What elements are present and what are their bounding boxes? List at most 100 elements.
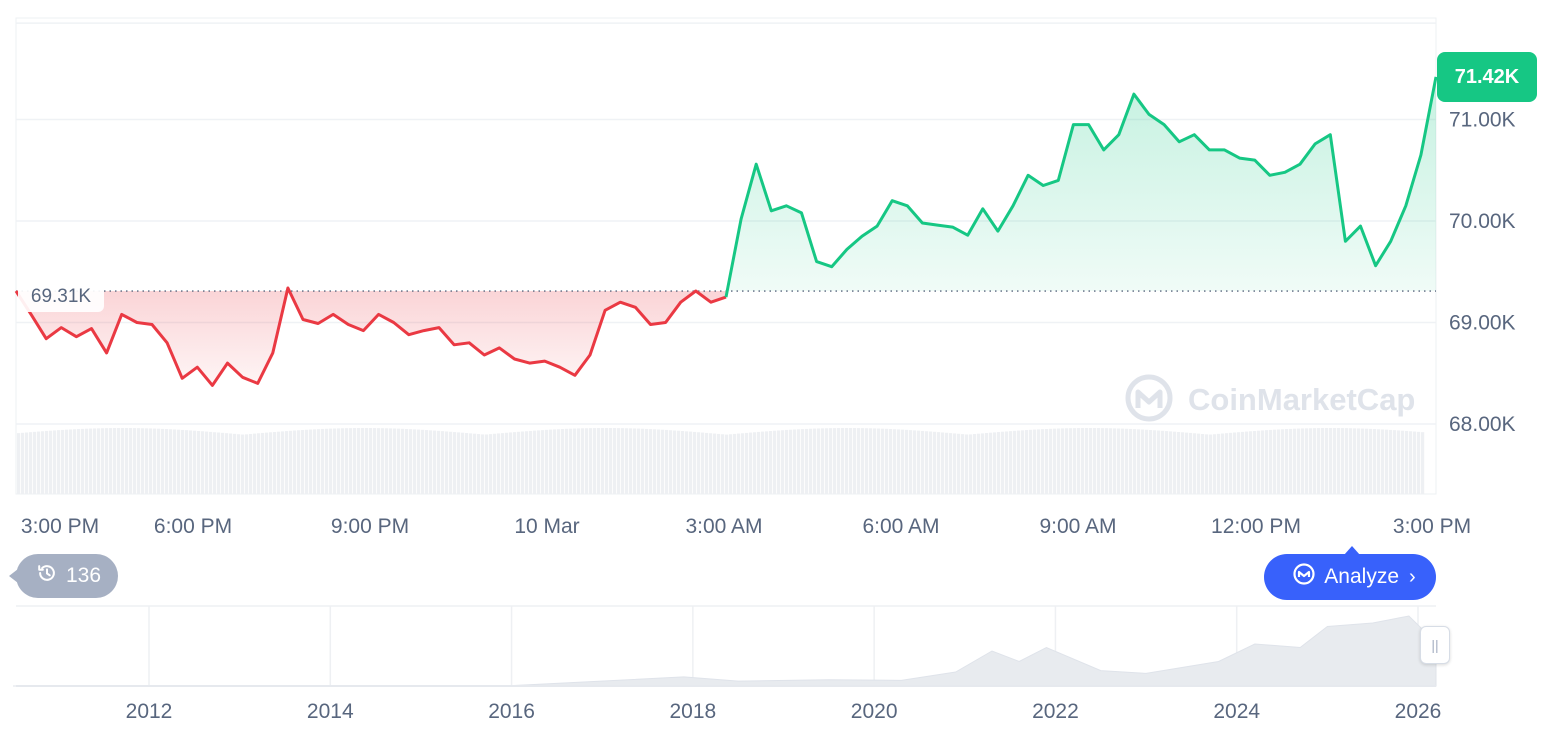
volume-bar (917, 430, 921, 494)
volume-bar (805, 428, 809, 494)
volume-bar (1277, 429, 1281, 494)
volume-bar (569, 428, 573, 494)
volume-bar (1073, 428, 1077, 494)
volume-bar (485, 434, 489, 494)
volume-bar (197, 430, 201, 494)
volume-bar (1109, 428, 1113, 494)
volume-bar (221, 432, 225, 494)
volume-bar (1285, 429, 1289, 494)
volume-bar (905, 429, 909, 494)
volume-bar (913, 430, 917, 494)
volume-bar (857, 428, 861, 494)
volume-bar (637, 428, 641, 494)
volume-bar (1017, 430, 1021, 494)
volume-bar (389, 428, 393, 494)
volume-bar (861, 428, 865, 494)
volume-bar (1077, 428, 1081, 494)
volume-bar (461, 432, 465, 494)
volume-bar (421, 429, 425, 494)
volume-bar (1369, 428, 1373, 494)
volume-bar (813, 428, 817, 494)
volume-bar (1069, 428, 1073, 494)
volume-bar (1121, 428, 1125, 494)
current-price-badge: 71.42K (1437, 52, 1537, 102)
volume-bar (705, 432, 709, 494)
history-button[interactable]: 136 (9, 554, 118, 598)
volume-bar (1009, 431, 1013, 494)
history-clock-icon (36, 562, 58, 590)
volume-bar (1105, 428, 1109, 494)
watermark-logo-mark (1135, 389, 1163, 408)
volume-bar (185, 430, 189, 494)
volume-bar (533, 430, 537, 494)
volume-bar (1349, 428, 1353, 494)
volume-bar (873, 428, 877, 494)
volume-bar (473, 433, 477, 494)
volume-bar (365, 428, 369, 494)
volume-bar (1241, 431, 1245, 494)
volume-bar (269, 432, 273, 494)
volume-bar (445, 431, 449, 494)
volume-bar (937, 432, 941, 494)
volume-bar (681, 431, 685, 494)
volume-bar (737, 433, 741, 494)
x-tick-label: 9:00 AM (1039, 515, 1116, 538)
volume-bar (1157, 430, 1161, 494)
volume-bar (1321, 428, 1325, 494)
volume-bar (605, 428, 609, 494)
volume-bar (73, 429, 77, 494)
volume-bar (505, 432, 509, 494)
volume-bar (509, 432, 513, 494)
volume-bar (1217, 433, 1221, 494)
volume-bar (93, 428, 97, 494)
volume-bar (1113, 428, 1117, 494)
volume-bar (261, 432, 265, 494)
volume-bar (625, 428, 629, 494)
volume-bar (1237, 432, 1241, 494)
volume-bar (721, 434, 725, 494)
volume-bar (613, 428, 617, 494)
volume-bar (245, 434, 249, 494)
volume-bar (1013, 430, 1017, 494)
y-tick-label: 71.00K (1449, 109, 1516, 132)
navigator-handle[interactable]: || (1420, 626, 1450, 664)
volume-bar (1305, 428, 1309, 494)
volume-bar (405, 428, 409, 494)
volume-bar (1297, 428, 1301, 494)
volume-bar (985, 433, 989, 494)
navigator-x-tick-label: 2014 (307, 700, 354, 723)
volume-bar (957, 433, 961, 494)
volume-bar (349, 428, 353, 494)
y-tick-label: 70.00K (1449, 210, 1516, 233)
volume-bar (121, 428, 125, 494)
volume-bar (333, 428, 337, 494)
volume-bar (1065, 428, 1069, 494)
volume-bar (765, 431, 769, 494)
volume-bar (965, 434, 969, 494)
volume-bar (853, 428, 857, 494)
volume-bar (733, 433, 737, 494)
volume-bar (297, 430, 301, 494)
volume-bar (1025, 430, 1029, 494)
volume-bar (845, 428, 849, 494)
navigator-area (12, 615, 1437, 687)
volume-bar (685, 431, 689, 494)
volume-bar (549, 429, 553, 494)
analyze-button[interactable]: Analyze › (1264, 546, 1436, 600)
volume-bar (369, 428, 373, 494)
volume-bar (21, 432, 25, 494)
grip-icon: || (1431, 637, 1439, 653)
volume-bar (885, 428, 889, 494)
volume-bar (1301, 428, 1305, 494)
volume-bar (113, 428, 117, 494)
volume-bars (17, 428, 1425, 494)
volume-bar (713, 433, 717, 494)
volume-bar (621, 428, 625, 494)
volume-bar (869, 428, 873, 494)
volume-bar (65, 429, 69, 494)
volume-bar (477, 434, 481, 494)
volume-bar (373, 428, 377, 494)
volume-bar (469, 433, 473, 494)
